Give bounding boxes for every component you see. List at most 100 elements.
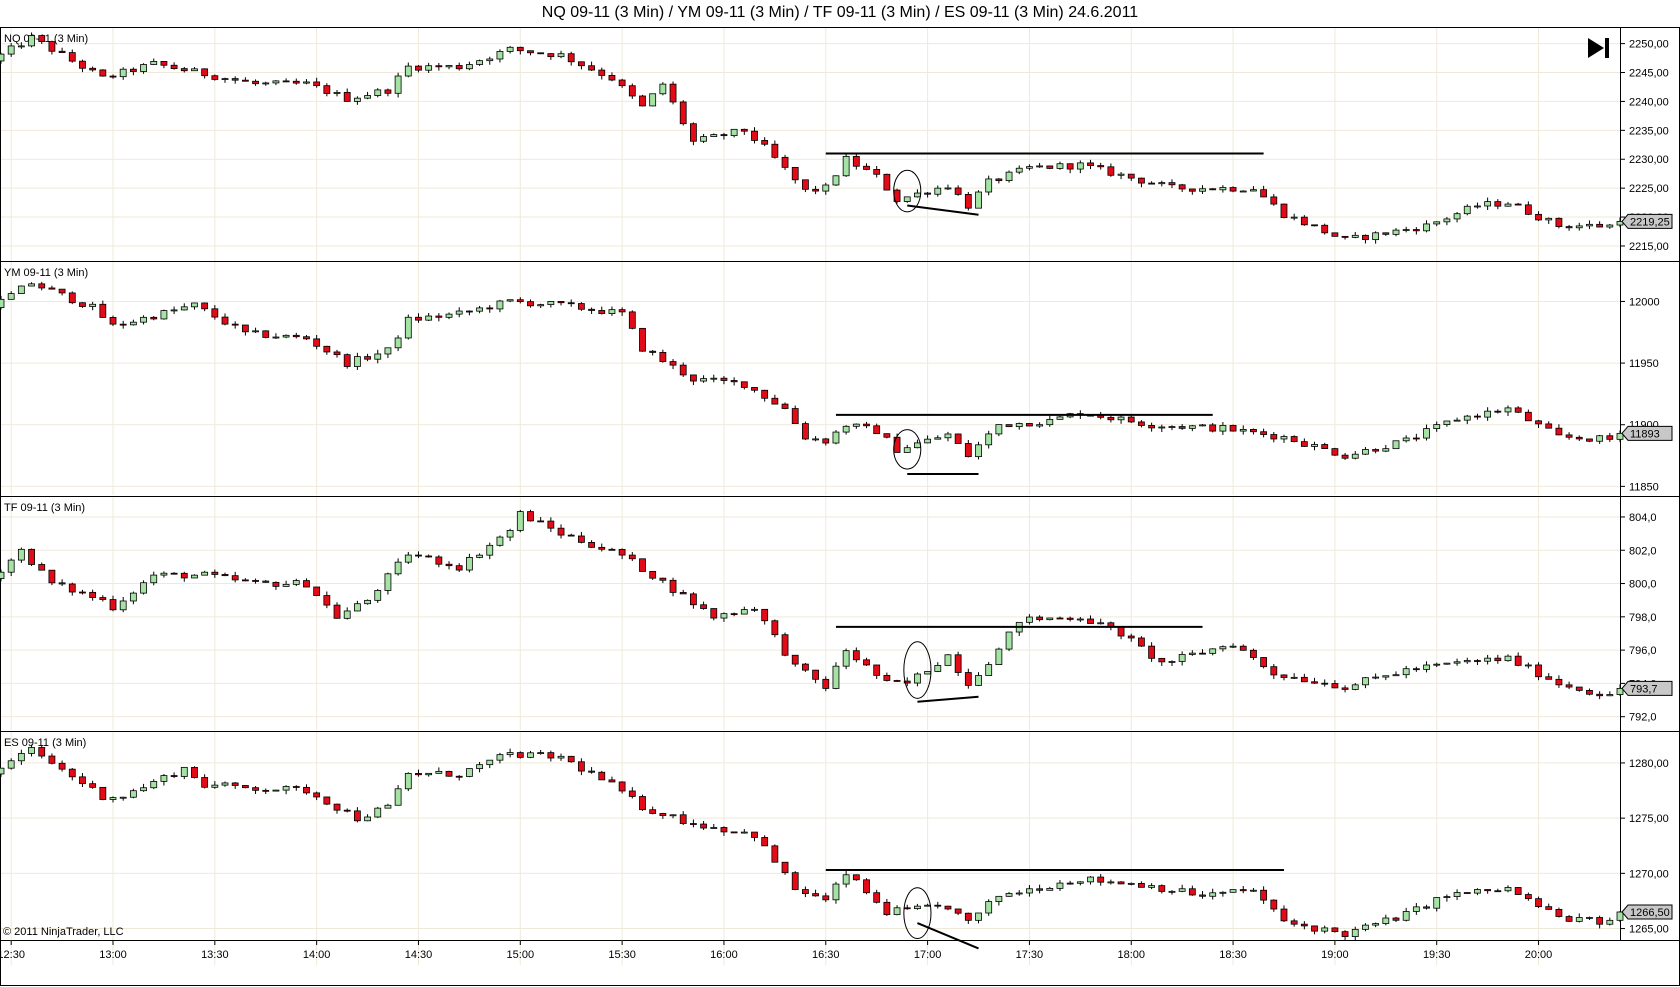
candle-body [7, 45, 15, 55]
candle-body [1219, 187, 1227, 191]
candle-body [649, 571, 657, 579]
price-tick-label: 1265,00 [1629, 924, 1669, 936]
candle-body [934, 187, 942, 195]
candle-body [903, 680, 911, 684]
last-price-label: 1266,50 [1630, 907, 1670, 919]
candle-body [415, 65, 422, 71]
candle-body [1239, 428, 1247, 432]
candle-body [1260, 431, 1268, 435]
candle-body [598, 310, 606, 314]
candle-body [516, 511, 524, 531]
candle-body [1005, 893, 1013, 897]
candle-body [191, 302, 198, 308]
candle-body [252, 787, 259, 791]
candle-body [1555, 217, 1563, 227]
candle-body [1280, 674, 1288, 678]
candle-body [954, 433, 962, 444]
candle-body [231, 782, 239, 786]
candle-body [506, 530, 514, 538]
candle-body [1535, 664, 1542, 678]
candle-body [1229, 645, 1237, 648]
candle-body [28, 548, 35, 565]
price-tick-label: 12000 [1629, 296, 1660, 308]
candle-body [1545, 217, 1553, 221]
candle-body [374, 353, 382, 360]
candle-body [1219, 424, 1227, 432]
candle-body [802, 889, 809, 895]
candle-body [1280, 203, 1288, 218]
trendline [917, 695, 979, 703]
candle-body [486, 759, 494, 766]
candle-body [781, 634, 789, 656]
candle-body [1056, 416, 1064, 420]
candle-body [28, 35, 35, 47]
candle-body [425, 315, 433, 321]
price-tick-label: 2235,00 [1629, 125, 1669, 137]
candle-body [1056, 882, 1064, 889]
candle-body [1250, 649, 1257, 658]
candle-body [48, 755, 56, 764]
candle-body [343, 91, 351, 102]
candle-body [1300, 676, 1308, 683]
candle-body [282, 334, 290, 338]
candle-body [1494, 657, 1502, 662]
candle-body [313, 81, 321, 87]
candle-body [1046, 887, 1054, 891]
candle-body [1046, 617, 1054, 621]
candle-body [150, 316, 158, 320]
candle-body [252, 330, 259, 333]
candle-body [1362, 449, 1369, 455]
candle-body [252, 80, 259, 85]
candle-body [1586, 917, 1593, 919]
candle-body [374, 590, 382, 601]
time-tick-label: 16:00 [710, 949, 738, 961]
candle-body [975, 191, 982, 209]
candle-body [140, 582, 147, 594]
candle-body [48, 41, 56, 52]
candle-body [802, 663, 809, 671]
candle-body [1382, 232, 1390, 235]
candle-body [1036, 165, 1044, 168]
candle-body [1372, 232, 1380, 241]
candle-body [1178, 184, 1186, 190]
candle-body [852, 650, 860, 661]
candle-body [1565, 684, 1573, 688]
candle-body [516, 752, 524, 758]
candle-body [1076, 162, 1084, 170]
candle-body [832, 883, 840, 901]
candle-body [476, 307, 483, 312]
candle-body [1260, 657, 1268, 668]
candle-body [883, 433, 891, 438]
candle-body [669, 814, 677, 817]
candle-body [1188, 188, 1196, 192]
candle-body [628, 554, 636, 560]
candle-body [109, 317, 117, 325]
candle-body [211, 308, 219, 318]
candle-body [445, 770, 453, 777]
time-tick-label: 18:30 [1219, 949, 1247, 961]
panel-1: 2250,00 2245,00 2240,00 2235,00 2230,00 2225,… [0, 32, 1673, 253]
candle-body [1168, 661, 1176, 663]
candle-body [812, 893, 819, 897]
candle-body [547, 53, 555, 58]
candle-body [1412, 437, 1420, 440]
candle-body [231, 78, 239, 81]
candle-body [262, 580, 270, 583]
candle-body [557, 755, 565, 759]
candle-body [129, 790, 137, 798]
panel-label: YM 09-11 (3 Min) [4, 267, 88, 279]
candle-body [1087, 876, 1094, 883]
candle-body [618, 309, 626, 313]
candle-body [1178, 888, 1186, 892]
candle-body [394, 75, 402, 94]
candle-body [486, 58, 494, 62]
candle-body [119, 796, 127, 799]
candle-body [924, 904, 931, 907]
candle-body [1402, 911, 1410, 921]
time-tick-label: 17:30 [1016, 949, 1044, 961]
candle-body [537, 520, 545, 523]
candle-body [99, 786, 107, 800]
scroll-to-end-icon[interactable] [1588, 38, 1609, 58]
candle-body [1331, 927, 1339, 933]
candle-body [720, 613, 728, 619]
